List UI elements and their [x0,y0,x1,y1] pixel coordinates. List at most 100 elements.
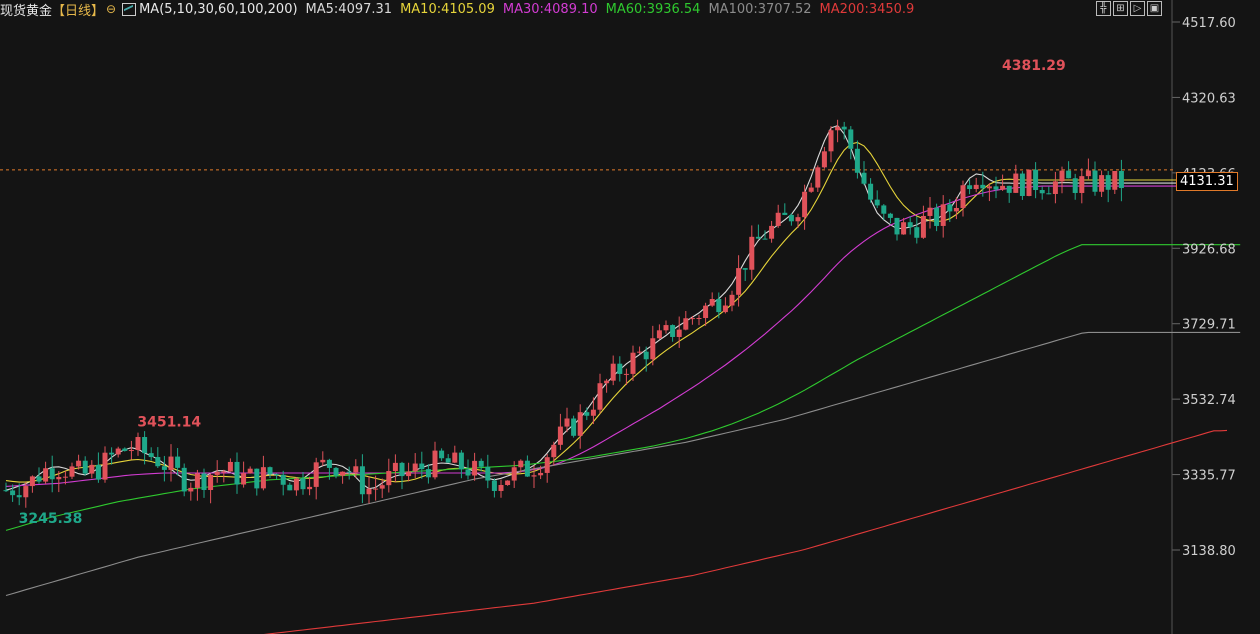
candle-body [1006,185,1012,193]
candle-body [538,472,544,476]
candle-body [577,412,583,436]
candle-body [656,330,662,339]
y-tick-label: 4320.63 [1182,91,1236,106]
candle-body [188,487,194,492]
candle-body [769,225,775,239]
candle-body [571,418,577,436]
candle-body [247,468,253,474]
candle-body [340,471,346,476]
candle-body [194,473,200,488]
candle-body [637,351,643,353]
candle-body [333,467,339,476]
candle-body [716,298,722,313]
candle-body [762,238,768,240]
candle-body [432,450,438,478]
candle-body [208,474,214,490]
candle-body [392,462,398,471]
candle-body [881,205,887,214]
candle-body [221,471,227,473]
candle-body [703,305,709,319]
candle-body [1072,178,1078,193]
y-tick-label: 3926.68 [1182,242,1236,257]
candle-body [115,448,121,455]
candle-body [49,468,55,480]
candle-body [168,456,174,470]
candle-body [887,213,893,218]
candle-body [1026,169,1032,196]
ma-spec[interactable]: MA(5,10,30,60,100,200) [139,1,298,17]
ma10-value: MA10:4105.09 [400,1,495,17]
circle-minus-icon[interactable]: ⊖ [106,2,117,16]
candle-body [274,474,280,476]
candle-body [241,473,247,485]
candle-body [379,485,385,489]
candle-body [69,466,75,477]
ma-line-ma100 [5,331,1241,597]
candle-body [293,478,299,491]
candle-body [465,469,471,476]
candle-body [663,325,669,331]
chart-header: 现货黄金 【日线】 ⊖ MA(5,10,30,60,100,200) MA5:4… [0,0,922,19]
candle-body [201,473,207,490]
last-price-tag: 4131.31 [1176,172,1238,191]
candle-body [544,457,550,473]
crosshair-icon[interactable]: ╬ [1096,1,1111,16]
candle-body [1033,169,1039,191]
ma-line-ma200 [263,429,1228,634]
candle-body [802,191,808,218]
candle-body [214,471,220,475]
ma-line-ma10 [5,141,1227,483]
candle-body [953,207,959,212]
candle-body [643,351,649,360]
candle-body [934,207,940,226]
candle-body [755,236,761,239]
candle-body [630,352,636,374]
candle-body [742,268,748,270]
candle-body [353,466,359,473]
candle-body [1079,176,1085,193]
annotation-high: 4381.29 [1002,58,1066,74]
y-tick-label: 4517.60 [1182,16,1236,31]
candle-body [175,456,181,468]
candle-body [650,338,656,360]
ma-line-ma30 [5,185,1227,487]
chart-toolbar: ╬ ⊞ ▷ ▣ [1096,1,1162,16]
candle-body [346,471,352,473]
price-annotations: 3451.14 3245.38 4381.29 [19,58,1066,527]
candle-body [320,459,326,463]
ma-chart-icon[interactable] [122,2,137,16]
candle-body [412,463,418,472]
candle-body [551,444,557,458]
candle-body [43,468,49,482]
candle-body [689,318,695,320]
candle-body [993,186,999,190]
candle-body [82,460,88,474]
candle-body [1019,173,1025,196]
candle-body [848,129,854,149]
candle-body [927,207,933,216]
candle-body [775,212,781,226]
candle-body [683,318,689,330]
candle-body [386,470,392,486]
period-selector[interactable]: 【日线】 [52,3,105,19]
candle-body [1105,175,1111,190]
candle-body [815,167,821,188]
candle-body [254,468,260,489]
candle-body [729,294,735,306]
candle-body [1118,171,1124,189]
layout-icon[interactable]: ▣ [1147,1,1162,16]
candle-body [874,199,880,206]
candle-body [452,452,458,463]
play-icon[interactable]: ▷ [1130,1,1145,16]
candle-body [95,464,101,480]
candle-body [947,204,953,212]
candle-body [16,495,22,498]
grid-icon[interactable]: ⊞ [1113,1,1128,16]
candle-body [584,412,590,416]
candle-body [1112,171,1118,190]
candle-body [472,460,478,476]
candle-body [1046,193,1052,195]
candle-body [557,426,563,445]
instrument-title[interactable]: 现货黄金 [0,3,53,19]
